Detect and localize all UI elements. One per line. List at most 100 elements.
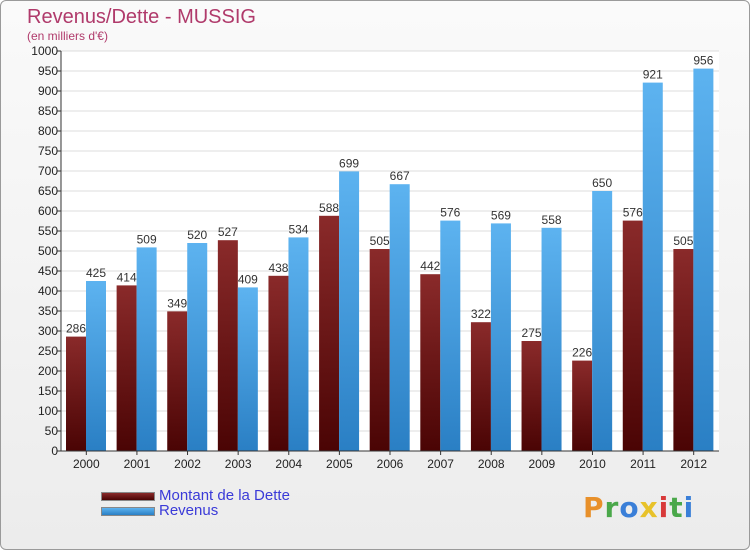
value-label-revenus: 520 (187, 228, 207, 242)
y-tick-label: 100 (38, 404, 58, 418)
value-label-dette: 438 (268, 261, 288, 275)
x-tick-label: 2010 (579, 457, 606, 471)
value-label-revenus: 699 (339, 156, 359, 170)
value-label-dette: 588 (319, 201, 339, 215)
chart-subtitle: (en milliers d'€) (27, 29, 108, 43)
bar-revenus (288, 237, 309, 451)
value-label-revenus: 921 (643, 68, 663, 82)
y-tick-label: 400 (38, 284, 58, 298)
value-label-dette: 527 (218, 225, 238, 239)
bar-dette (572, 360, 593, 451)
value-label-revenus: 534 (288, 222, 308, 236)
y-tick-label: 1000 (31, 44, 58, 58)
x-tick-label: 2001 (124, 457, 151, 471)
value-label-revenus: 425 (86, 266, 106, 280)
y-tick-label: 150 (38, 384, 58, 398)
y-tick-label: 850 (38, 104, 58, 118)
y-tick-label: 250 (38, 344, 58, 358)
value-label-revenus: 569 (491, 208, 511, 222)
bar-dette (116, 285, 137, 451)
y-tick-label: 350 (38, 304, 58, 318)
x-tick-label: 2000 (73, 457, 100, 471)
value-label-dette: 322 (471, 307, 491, 321)
value-label-dette: 226 (572, 346, 592, 360)
y-tick-label: 700 (38, 164, 58, 178)
x-tick-label: 2009 (528, 457, 555, 471)
legend-swatch-dette (101, 491, 155, 501)
bar-revenus (187, 243, 208, 451)
value-label-dette: 349 (167, 296, 187, 310)
x-tick-label: 2006 (377, 457, 404, 471)
bar-revenus (440, 220, 461, 451)
chart-title: Revenus/Dette - MUSSIG (27, 6, 256, 28)
y-tick-label: 600 (38, 204, 58, 218)
legend-label-dette: Montant de la Dette (159, 487, 290, 504)
bar-dette (268, 275, 289, 451)
legend-label-revenus: Revenus (159, 502, 219, 519)
bar-revenus (541, 227, 562, 451)
x-tick-label: 2007 (427, 457, 454, 471)
value-label-revenus: 558 (542, 213, 562, 227)
bar-revenus (592, 191, 613, 451)
x-tick-label: 2003 (225, 457, 252, 471)
bar-dette (217, 240, 238, 451)
bars-group (66, 68, 714, 451)
value-label-revenus: 650 (592, 176, 612, 190)
value-labels-group: 286 425 414 509 349 520 527 409 438 534 588 699 505 6… (66, 54, 714, 360)
bar-revenus (642, 82, 663, 451)
y-tick-label: 50 (45, 424, 59, 438)
y-tick-label: 950 (38, 64, 58, 78)
bar-dette (673, 249, 694, 451)
value-label-dette: 442 (420, 259, 440, 273)
x-tick-label: 2008 (478, 457, 505, 471)
bar-revenus (86, 281, 106, 451)
bar-dette (420, 274, 441, 451)
bar-revenus (339, 171, 360, 451)
bar-dette (622, 220, 643, 451)
y-tick-label: 500 (38, 244, 58, 258)
value-label-revenus: 956 (693, 54, 713, 68)
bar-revenus (136, 247, 157, 451)
axes-group: 0 50 100 150 200 250 300 350 400 450 500 550 600 650 7… (31, 44, 719, 471)
y-tick-label: 200 (38, 364, 58, 378)
value-label-revenus: 576 (440, 206, 460, 220)
y-tick-label: 900 (38, 84, 58, 98)
y-tick-label: 0 (51, 444, 58, 458)
y-tick-label: 800 (38, 124, 58, 138)
bar-revenus (693, 68, 714, 451)
bar-dette (167, 311, 188, 451)
y-tick-label: 450 (38, 264, 58, 278)
value-label-dette: 505 (673, 234, 693, 248)
bar-revenus (389, 184, 410, 451)
bar-dette (66, 336, 86, 451)
value-label-dette: 275 (522, 326, 542, 340)
value-label-dette: 505 (370, 234, 390, 248)
value-label-revenus: 409 (238, 272, 258, 286)
y-tick-label: 550 (38, 224, 58, 238)
value-label-dette: 576 (623, 206, 643, 220)
x-tick-label: 2012 (680, 457, 707, 471)
x-tick-label: 2005 (326, 457, 353, 471)
value-label-revenus: 509 (137, 232, 157, 246)
value-label-dette: 286 (66, 322, 86, 336)
y-tick-label: 750 (38, 144, 58, 158)
bar-revenus (490, 223, 511, 451)
bar-dette (319, 215, 340, 451)
legend-swatch-revenus (101, 506, 155, 516)
x-tick-label: 2004 (275, 457, 302, 471)
bar-dette (369, 249, 390, 451)
bar-dette (521, 341, 542, 451)
x-tick-label: 2002 (174, 457, 201, 471)
legend-item-dette: Montant de la Dette (101, 487, 290, 504)
y-tick-label: 650 (38, 184, 58, 198)
proxiti-logo: Proxiti (583, 491, 695, 524)
legend-item-revenus: Revenus (101, 502, 219, 519)
x-tick-label: 2011 (630, 457, 656, 471)
bar-revenus (237, 287, 258, 451)
value-label-revenus: 667 (390, 169, 410, 183)
y-tick-label: 300 (38, 324, 58, 338)
value-label-dette: 414 (117, 270, 137, 284)
bar-dette (470, 322, 491, 451)
